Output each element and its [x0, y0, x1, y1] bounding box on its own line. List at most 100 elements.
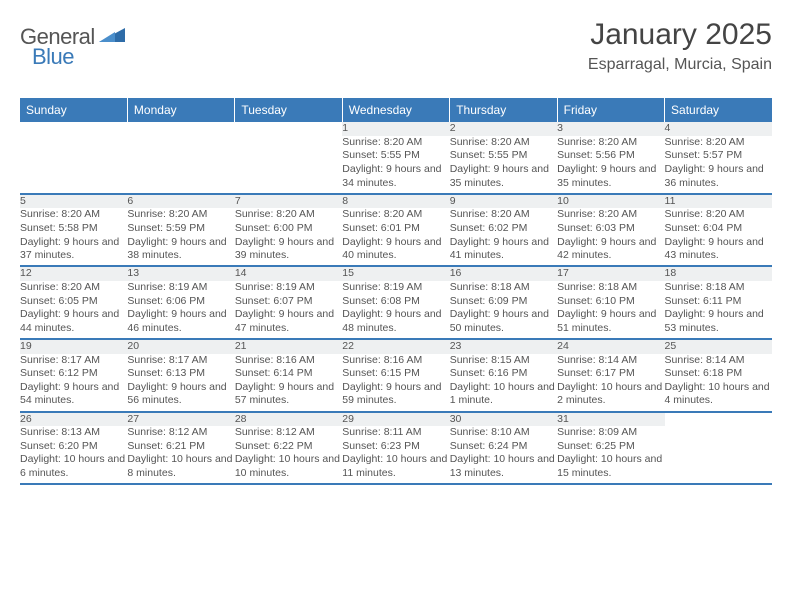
week-daynum-row: 19202122232425 — [20, 339, 772, 354]
day-number-cell: 24 — [557, 339, 664, 354]
sunrise-text: Sunrise: 8:11 AM — [342, 426, 449, 440]
sunset-text: Sunset: 6:04 PM — [665, 222, 772, 236]
sunrise-text: Sunrise: 8:20 AM — [342, 136, 449, 150]
weekday-wednesday: Wednesday — [342, 98, 449, 122]
sunset-text: Sunset: 6:01 PM — [342, 222, 449, 236]
day-number: 27 — [127, 413, 139, 425]
sunset-text: Sunset: 6:24 PM — [450, 440, 557, 454]
day-number: 20 — [127, 340, 139, 352]
daylight-text: Daylight: 9 hours and 41 minutes. — [450, 236, 557, 263]
sunset-text: Sunset: 6:09 PM — [450, 295, 557, 309]
daylight-text: Daylight: 9 hours and 48 minutes. — [342, 308, 449, 335]
day-info-cell: Sunrise: 8:17 AMSunset: 6:12 PMDaylight:… — [20, 354, 127, 412]
sunset-text: Sunset: 6:16 PM — [450, 367, 557, 381]
logo-word-blue-wrap: Blue — [32, 44, 74, 70]
daylight-text: Daylight: 9 hours and 54 minutes. — [20, 381, 127, 408]
day-number-cell: 9 — [450, 194, 557, 209]
sunrise-text: Sunrise: 8:17 AM — [20, 354, 127, 368]
sunrise-text: Sunrise: 8:19 AM — [127, 281, 234, 295]
sunset-text: Sunset: 6:18 PM — [665, 367, 772, 381]
sunset-text: Sunset: 6:03 PM — [557, 222, 664, 236]
day-number-cell: 23 — [450, 339, 557, 354]
daylight-text: Daylight: 9 hours and 59 minutes. — [342, 381, 449, 408]
day-number: 15 — [342, 267, 354, 279]
day-info-cell — [665, 426, 772, 484]
sunrise-text: Sunrise: 8:16 AM — [342, 354, 449, 368]
day-number: 14 — [235, 267, 247, 279]
day-info-cell: Sunrise: 8:20 AMSunset: 6:05 PMDaylight:… — [20, 281, 127, 339]
sunset-text: Sunset: 6:12 PM — [20, 367, 127, 381]
day-number: 23 — [450, 340, 462, 352]
day-number-cell: 25 — [665, 339, 772, 354]
day-info-cell: Sunrise: 8:16 AMSunset: 6:15 PMDaylight:… — [342, 354, 449, 412]
day-number: 9 — [450, 195, 456, 207]
day-info-cell: Sunrise: 8:20 AMSunset: 5:57 PMDaylight:… — [665, 136, 772, 194]
sunset-text: Sunset: 6:13 PM — [127, 367, 234, 381]
day-number: 4 — [665, 122, 671, 134]
day-info-cell: Sunrise: 8:12 AMSunset: 6:22 PMDaylight:… — [235, 426, 342, 484]
day-info-cell — [235, 136, 342, 194]
sunrise-text: Sunrise: 8:10 AM — [450, 426, 557, 440]
sunrise-text: Sunrise: 8:13 AM — [20, 426, 127, 440]
sunrise-text: Sunrise: 8:20 AM — [557, 208, 664, 222]
weekday-monday: Monday — [127, 98, 234, 122]
day-info-cell: Sunrise: 8:11 AMSunset: 6:23 PMDaylight:… — [342, 426, 449, 484]
day-number-cell: 15 — [342, 266, 449, 281]
day-number: 7 — [235, 195, 241, 207]
sunrise-text: Sunrise: 8:18 AM — [665, 281, 772, 295]
day-number: 11 — [665, 195, 676, 207]
day-info-cell: Sunrise: 8:20 AMSunset: 5:58 PMDaylight:… — [20, 208, 127, 266]
day-number-cell: 30 — [450, 412, 557, 427]
logo-mark-icon — [99, 26, 125, 49]
day-number-cell: 3 — [557, 122, 664, 136]
day-number-cell: 17 — [557, 266, 664, 281]
sunset-text: Sunset: 6:17 PM — [557, 367, 664, 381]
week-info-row: Sunrise: 8:20 AMSunset: 6:05 PMDaylight:… — [20, 281, 772, 339]
day-number: 22 — [342, 340, 354, 352]
day-number: 8 — [342, 195, 348, 207]
day-number: 31 — [557, 413, 569, 425]
day-number-cell: 29 — [342, 412, 449, 427]
day-number: 26 — [20, 413, 32, 425]
day-info-cell: Sunrise: 8:20 AMSunset: 6:02 PMDaylight:… — [450, 208, 557, 266]
day-number: 28 — [235, 413, 247, 425]
day-info-cell: Sunrise: 8:09 AMSunset: 6:25 PMDaylight:… — [557, 426, 664, 484]
calendar-body: 1234Sunrise: 8:20 AMSunset: 5:55 PMDayli… — [20, 122, 772, 484]
daylight-text: Daylight: 9 hours and 34 minutes. — [342, 163, 449, 190]
sunset-text: Sunset: 6:10 PM — [557, 295, 664, 309]
daylight-text: Daylight: 10 hours and 1 minute. — [450, 381, 557, 408]
day-number-cell: 1 — [342, 122, 449, 136]
day-number-cell: 22 — [342, 339, 449, 354]
daylight-text: Daylight: 9 hours and 37 minutes. — [20, 236, 127, 263]
day-info-cell: Sunrise: 8:20 AMSunset: 6:04 PMDaylight:… — [665, 208, 772, 266]
day-number: 5 — [20, 195, 26, 207]
day-number: 12 — [20, 267, 32, 279]
day-number: 3 — [557, 122, 563, 134]
daylight-text: Daylight: 9 hours and 51 minutes. — [557, 308, 664, 335]
day-info-cell: Sunrise: 8:18 AMSunset: 6:11 PMDaylight:… — [665, 281, 772, 339]
sunrise-text: Sunrise: 8:16 AM — [235, 354, 342, 368]
day-number: 10 — [557, 195, 569, 207]
day-info-cell: Sunrise: 8:19 AMSunset: 6:08 PMDaylight:… — [342, 281, 449, 339]
sunrise-text: Sunrise: 8:20 AM — [20, 281, 127, 295]
week-info-row: Sunrise: 8:13 AMSunset: 6:20 PMDaylight:… — [20, 426, 772, 484]
week-info-row: Sunrise: 8:20 AMSunset: 5:58 PMDaylight:… — [20, 208, 772, 266]
sunset-text: Sunset: 6:25 PM — [557, 440, 664, 454]
daylight-text: Daylight: 9 hours and 38 minutes. — [127, 236, 234, 263]
day-info-cell: Sunrise: 8:20 AMSunset: 6:01 PMDaylight:… — [342, 208, 449, 266]
day-number-cell — [665, 412, 772, 427]
logo-word-blue: Blue — [32, 44, 74, 69]
sunset-text: Sunset: 5:57 PM — [665, 149, 772, 163]
daylight-text: Daylight: 9 hours and 40 minutes. — [342, 236, 449, 263]
day-info-cell: Sunrise: 8:17 AMSunset: 6:13 PMDaylight:… — [127, 354, 234, 412]
day-number: 30 — [450, 413, 462, 425]
day-number-cell: 21 — [235, 339, 342, 354]
day-number-cell: 28 — [235, 412, 342, 427]
sunset-text: Sunset: 5:55 PM — [450, 149, 557, 163]
sunset-text: Sunset: 6:02 PM — [450, 222, 557, 236]
day-number-cell: 6 — [127, 194, 234, 209]
sunset-text: Sunset: 6:15 PM — [342, 367, 449, 381]
week-daynum-row: 5 67 8 9 10 11 — [20, 194, 772, 209]
sunrise-text: Sunrise: 8:14 AM — [665, 354, 772, 368]
daylight-text: Daylight: 9 hours and 56 minutes. — [127, 381, 234, 408]
